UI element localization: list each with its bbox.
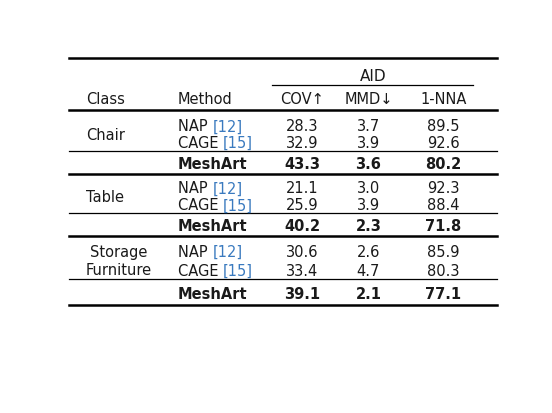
- Text: 77.1: 77.1: [425, 286, 461, 301]
- Text: CAGE: CAGE: [178, 263, 223, 278]
- Text: [12]: [12]: [213, 181, 242, 196]
- Text: 88.4: 88.4: [427, 198, 460, 213]
- Text: CAGE: CAGE: [178, 136, 223, 151]
- Text: NAP: NAP: [178, 119, 213, 134]
- Text: 28.3: 28.3: [286, 119, 319, 134]
- Text: 21.1: 21.1: [286, 181, 319, 196]
- Text: 39.1: 39.1: [284, 286, 320, 301]
- Text: 3.0: 3.0: [357, 181, 380, 196]
- Text: Storage
Furniture: Storage Furniture: [86, 245, 152, 277]
- Text: 92.6: 92.6: [427, 136, 460, 151]
- Text: [15]: [15]: [223, 263, 253, 278]
- Text: 80.2: 80.2: [425, 157, 461, 171]
- Text: 89.5: 89.5: [427, 119, 460, 134]
- Text: NAP: NAP: [178, 244, 213, 259]
- Text: 3.9: 3.9: [357, 198, 380, 213]
- Text: 3.7: 3.7: [357, 119, 380, 134]
- Text: 1-NNA: 1-NNA: [420, 91, 466, 106]
- Text: 40.2: 40.2: [284, 218, 320, 233]
- Text: 71.8: 71.8: [425, 218, 461, 233]
- Text: [15]: [15]: [223, 136, 253, 151]
- Text: MMD↓: MMD↓: [344, 91, 392, 106]
- Text: 3.9: 3.9: [357, 136, 380, 151]
- Text: CAGE: CAGE: [178, 198, 223, 213]
- Text: 33.4: 33.4: [286, 263, 319, 278]
- Text: Method: Method: [178, 91, 233, 106]
- Text: 25.9: 25.9: [286, 198, 319, 213]
- Text: [12]: [12]: [213, 244, 242, 259]
- Text: Table: Table: [86, 190, 124, 204]
- Text: 4.7: 4.7: [357, 263, 380, 278]
- Text: 80.3: 80.3: [427, 263, 460, 278]
- Text: Chair: Chair: [86, 128, 125, 142]
- Text: Class: Class: [86, 91, 125, 106]
- Text: 2.1: 2.1: [355, 286, 381, 301]
- Text: 3.6: 3.6: [355, 157, 381, 171]
- Text: MeshArt: MeshArt: [178, 157, 248, 171]
- Text: AID: AID: [359, 69, 386, 84]
- Text: 30.6: 30.6: [286, 244, 319, 259]
- Text: 32.9: 32.9: [286, 136, 319, 151]
- Text: 43.3: 43.3: [284, 157, 320, 171]
- Text: MeshArt: MeshArt: [178, 286, 248, 301]
- Text: [15]: [15]: [223, 198, 253, 213]
- Text: NAP: NAP: [178, 181, 213, 196]
- Text: 2.6: 2.6: [357, 244, 380, 259]
- Text: MeshArt: MeshArt: [178, 218, 248, 233]
- Text: 2.3: 2.3: [355, 218, 381, 233]
- Text: 92.3: 92.3: [427, 181, 460, 196]
- Text: COV↑: COV↑: [280, 91, 324, 106]
- Text: 85.9: 85.9: [427, 244, 460, 259]
- Text: [12]: [12]: [213, 119, 242, 134]
